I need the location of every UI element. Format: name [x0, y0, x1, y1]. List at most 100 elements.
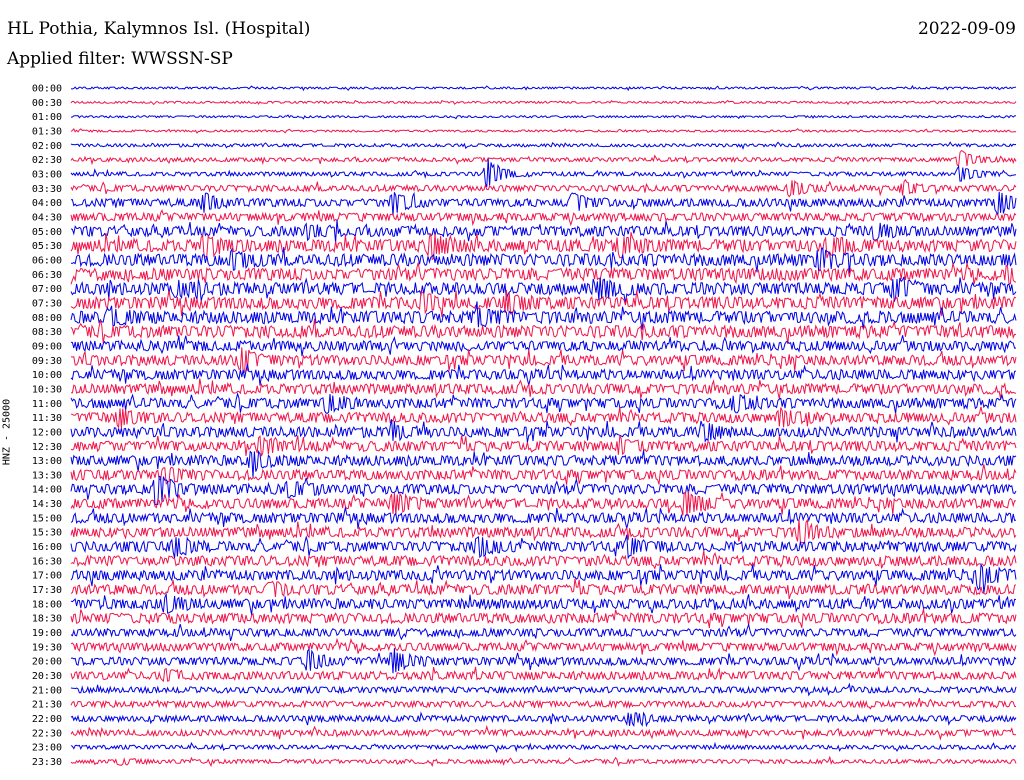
trace-line	[70, 711, 1017, 728]
row-time-label: 09:30	[32, 356, 62, 367]
trace-line	[70, 682, 1017, 697]
row-time-label: 00:00	[32, 84, 62, 95]
row-time-label: 21:30	[32, 700, 62, 711]
tick-label-group: 00:00 00:30 01:00 01:30 02:00 02:30 03:00 03:30…	[32, 84, 62, 769]
trace-line	[70, 318, 1017, 345]
row-time-label: 14:00	[32, 485, 62, 496]
trace-line	[70, 507, 1017, 529]
trace-line	[70, 637, 1017, 657]
row-time-label: 11:30	[32, 413, 62, 424]
trace-line	[70, 84, 1016, 92]
trace-line	[70, 518, 1017, 544]
trace-line	[70, 648, 1017, 674]
trace-line	[70, 550, 1017, 570]
row-time-label: 17:00	[32, 571, 62, 582]
row-time-label: 15:30	[32, 528, 62, 539]
row-time-label: 10:00	[32, 370, 62, 381]
row-time-label: 06:30	[32, 270, 62, 281]
trace-line	[70, 534, 1017, 560]
trace-line	[70, 391, 1017, 414]
station-title: HL Pothia, Kalymnos Isl. (Hospital)	[7, 19, 311, 39]
trace-line	[70, 114, 1017, 120]
row-time-label: 09:00	[32, 341, 62, 352]
row-time-label: 23:00	[32, 743, 62, 754]
trace-line	[70, 178, 1017, 198]
row-time-label: 18:00	[32, 599, 62, 610]
trace-line	[70, 246, 1017, 274]
row-time-label: 20:30	[32, 671, 62, 682]
row-time-label: 15:00	[32, 513, 62, 524]
trace-line	[70, 608, 1017, 629]
row-time-label: 01:00	[32, 112, 62, 123]
row-time-label: 07:30	[32, 298, 62, 309]
trace-line	[70, 419, 1017, 443]
trace-line	[70, 219, 1017, 243]
row-time-label: 02:30	[32, 155, 62, 166]
row-time-label: 04:30	[32, 213, 62, 224]
row-time-label: 08:30	[32, 327, 62, 338]
trace-line	[70, 490, 1017, 517]
row-time-label: 10:30	[32, 384, 62, 395]
row-time-label: 07:00	[32, 284, 62, 295]
row-time-label: 23:30	[32, 757, 62, 768]
trace-line	[70, 563, 1017, 594]
trace-line	[70, 592, 1017, 615]
trace-line	[70, 622, 1017, 642]
trace-line	[70, 449, 1017, 478]
trace-line	[70, 698, 1017, 710]
row-time-label: 19:00	[32, 628, 62, 639]
row-time-label: 16:30	[32, 556, 62, 567]
row-time-label: 17:30	[32, 585, 62, 596]
row-time-label: 03:00	[32, 170, 62, 181]
trace-group	[70, 84, 1017, 768]
row-time-label: 13:00	[32, 456, 62, 467]
trace-line	[70, 724, 1017, 741]
row-time-label: 13:30	[32, 470, 62, 481]
trace-line	[70, 209, 1017, 227]
trace-line	[70, 347, 1017, 374]
row-time-label: 22:00	[32, 714, 62, 725]
date-label: 2022-09-09	[917, 19, 1016, 39]
row-time-label: 20:00	[32, 657, 62, 668]
row-time-label: 04:00	[32, 198, 62, 209]
trace-line	[70, 378, 1017, 400]
row-time-label: 22:30	[32, 728, 62, 739]
trace-line	[70, 741, 1017, 754]
trace-line	[70, 289, 1017, 318]
row-time-label: 21:00	[32, 685, 62, 696]
row-time-label: 19:30	[32, 642, 62, 653]
trace-line	[70, 191, 1017, 216]
row-time-label: 11:00	[32, 399, 62, 410]
row-time-label: 16:00	[32, 542, 62, 553]
trace-line	[70, 149, 1017, 167]
row-time-label: 02:00	[32, 141, 62, 152]
row-time-label: 12:00	[32, 427, 62, 438]
trace-line	[70, 464, 1017, 485]
trace-line	[70, 99, 1017, 106]
trace-line	[70, 406, 1017, 429]
row-time-label: 05:00	[32, 227, 62, 238]
filter-label: Applied filter: WWSSN-SP	[7, 49, 233, 69]
row-time-label: 03:30	[32, 184, 62, 195]
trace-line	[70, 475, 1017, 506]
trace-line	[70, 578, 1017, 600]
trace-line	[70, 128, 1017, 134]
trace-line	[70, 364, 1017, 386]
trace-line	[70, 755, 1017, 768]
trace-line	[70, 434, 1017, 457]
trace-line	[70, 301, 1017, 330]
row-time-label: 01:30	[32, 127, 62, 138]
trace-line	[70, 232, 1017, 261]
row-time-label: 08:00	[32, 313, 62, 324]
row-time-label: 18:30	[32, 614, 62, 625]
trace-line	[70, 666, 1017, 683]
trace-line	[70, 262, 1017, 285]
trace-line	[70, 335, 1017, 357]
row-time-label: 05:30	[32, 241, 62, 252]
trace-line	[70, 276, 1017, 304]
row-time-label: 12:30	[32, 442, 62, 453]
trace-line	[70, 141, 1017, 151]
row-time-label: 00:30	[32, 98, 62, 109]
row-time-label: 06:00	[32, 256, 62, 267]
